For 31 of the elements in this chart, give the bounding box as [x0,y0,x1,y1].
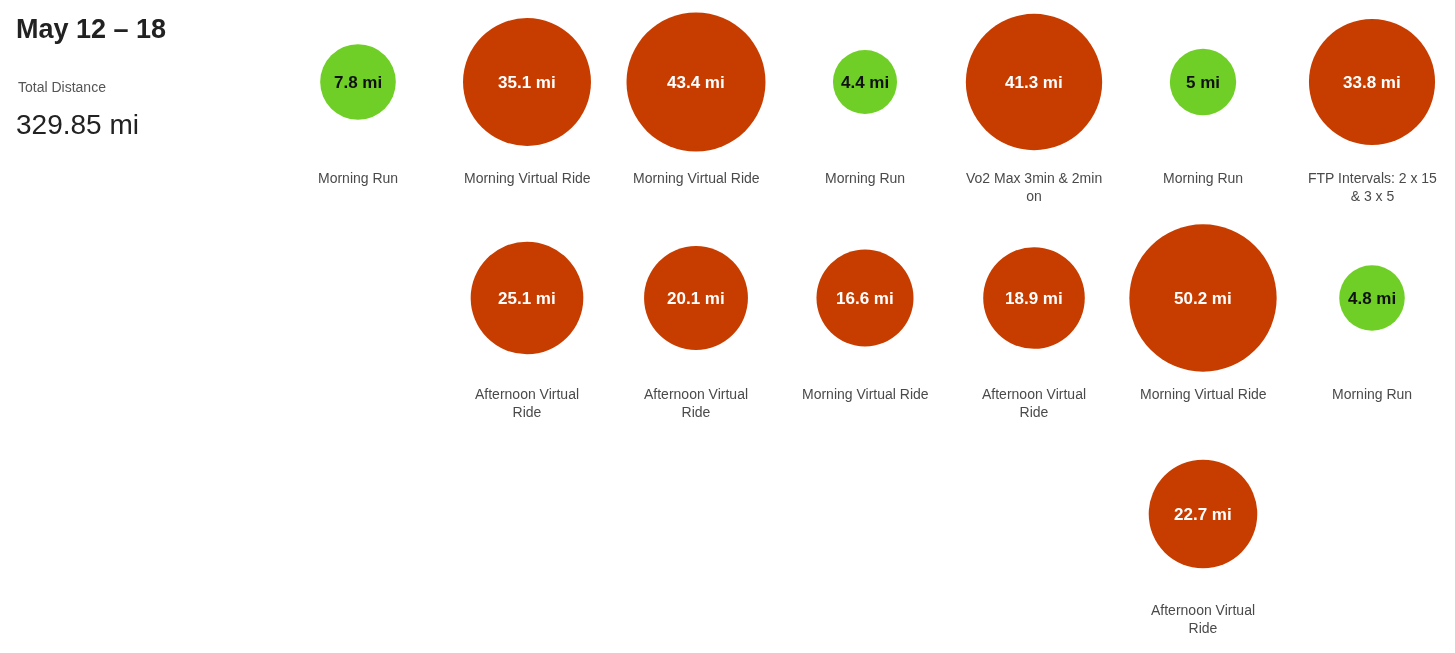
data-label: 16.6 mi [836,289,894,308]
text: May 12 – 18 [16,14,167,44]
category-label: Afternoon Virtual Ride [475,386,580,421]
category-label: FTP Intervals: 2 x 15 & 3 x 5 [1308,170,1438,205]
category-label: Afternoon Virtual Ride [644,386,749,421]
data-label: 41.3 mi [1005,73,1063,92]
data-label: 4.4 mi [841,73,890,92]
category-label: Morning Virtual Ride [633,170,760,186]
category-label: Morning Run [318,170,399,186]
data-label: 50.2 mi [1174,289,1232,308]
data-label: 7.8 mi [334,73,383,92]
category-label: Morning Virtual Ride [1140,386,1267,402]
category-label: Morning Run [1332,386,1413,402]
category-label: Morning Run [825,170,906,186]
data-label: 43.4 mi [667,73,725,92]
data-label: 22.7 mi [1174,505,1232,524]
data-label: 33.8 mi [1343,73,1401,92]
category-label: Morning Virtual Ride [802,386,929,402]
data-label: 5 mi [1186,73,1221,92]
text: 329.85 mi [16,109,139,140]
text: Total Distance [18,79,107,95]
category-label: Morning Run [1163,170,1244,186]
data-label: 20.1 mi [667,289,725,308]
data-label: 18.9 mi [1005,289,1063,308]
category-label: Afternoon Virtual Ride [982,386,1087,421]
data-label: 4.8 mi [1348,289,1397,308]
data-label: 35.1 mi [498,73,556,92]
data-label: 25.1 mi [498,289,556,308]
category-label: Morning Virtual Ride [464,170,591,186]
category-label: Afternoon Virtual Ride [1151,602,1256,637]
category-label: Vo2 Max 3min & 2min on [966,170,1103,205]
